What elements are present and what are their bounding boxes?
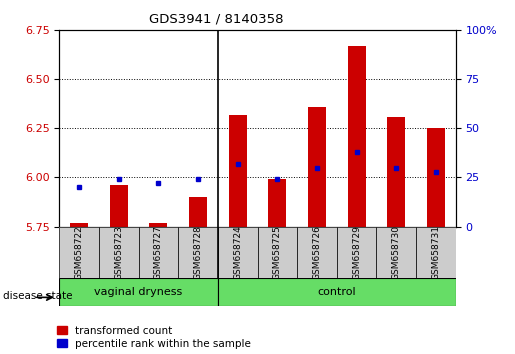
Text: GDS3941 / 8140358: GDS3941 / 8140358 (149, 12, 284, 25)
Bar (337, 227, 376, 278)
Text: GSM658724: GSM658724 (233, 225, 242, 280)
Bar (70, 223, 88, 227)
Bar (387, 116, 405, 227)
Bar (110, 185, 128, 227)
Bar (308, 107, 326, 227)
Bar (178, 227, 218, 278)
Text: GSM658722: GSM658722 (75, 225, 83, 280)
Bar (258, 227, 297, 278)
Text: GSM658726: GSM658726 (313, 225, 321, 280)
Bar (99, 227, 139, 278)
Bar (376, 227, 416, 278)
Text: GSM658730: GSM658730 (392, 225, 401, 280)
Text: vaginal dryness: vaginal dryness (94, 287, 183, 297)
Text: GSM658731: GSM658731 (432, 225, 440, 280)
Bar (427, 128, 445, 227)
Text: GSM658729: GSM658729 (352, 225, 361, 280)
Text: control: control (317, 287, 356, 297)
Text: GSM658727: GSM658727 (154, 225, 163, 280)
Bar (139, 227, 178, 278)
Bar (229, 115, 247, 227)
Text: disease state: disease state (3, 291, 72, 301)
Text: GSM658728: GSM658728 (194, 225, 202, 280)
Bar (218, 278, 456, 306)
Bar (59, 278, 218, 306)
Bar (348, 46, 366, 227)
Bar (268, 179, 286, 227)
Bar (416, 227, 456, 278)
Bar (297, 227, 337, 278)
Bar (149, 223, 167, 227)
Legend: transformed count, percentile rank within the sample: transformed count, percentile rank withi… (57, 326, 251, 349)
Bar (59, 227, 99, 278)
Text: GSM658725: GSM658725 (273, 225, 282, 280)
Text: GSM658723: GSM658723 (114, 225, 123, 280)
Bar (189, 197, 207, 227)
Bar (218, 227, 258, 278)
